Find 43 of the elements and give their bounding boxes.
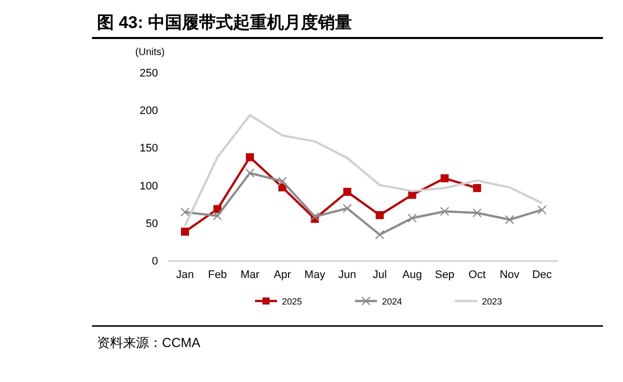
legend-label: 2025 <box>282 296 302 306</box>
point <box>408 214 417 223</box>
point <box>180 208 190 217</box>
y-tick-label: 0 <box>152 256 158 268</box>
x-tick-label: Jan <box>176 268 194 281</box>
point <box>375 230 384 240</box>
y-tick-label: 150 <box>140 142 158 155</box>
point <box>310 212 320 222</box>
y-tick-label: 250 <box>140 68 158 80</box>
legend-label: 2024 <box>382 296 402 306</box>
point <box>212 211 222 220</box>
y-tick-label: 100 <box>140 180 158 192</box>
x-tick-label: Apr <box>274 268 292 281</box>
line-series <box>184 114 544 227</box>
x-tick-label: Jun <box>338 268 356 281</box>
point <box>537 205 547 214</box>
point <box>181 228 189 236</box>
x-tick-label: Jul <box>372 268 387 281</box>
point <box>343 188 352 196</box>
point <box>245 168 255 178</box>
x-tick-label: Dec <box>532 268 552 281</box>
point <box>440 206 450 216</box>
chart-title: 图 43: 中国履带式起重机月度销量 <box>97 13 352 32</box>
point <box>440 174 449 182</box>
point <box>473 184 482 192</box>
y-axis-title: (Units) <box>135 47 165 58</box>
x-tick-label: Aug <box>402 268 422 281</box>
x-tick-label: Feb <box>208 268 227 281</box>
x-tick-label: Nov <box>500 268 520 281</box>
x-tick-label: Mar <box>240 268 260 281</box>
legend-label: 2023 <box>482 296 502 306</box>
x-tick-label: May <box>304 268 326 281</box>
x-tick-label: Sep <box>434 268 454 281</box>
point <box>472 208 482 218</box>
x-tick-label: Oct <box>468 268 486 281</box>
y-tick-label: 50 <box>146 218 158 230</box>
point <box>342 204 352 213</box>
y-tick-label: 200 <box>140 105 158 118</box>
point <box>376 211 384 220</box>
point <box>246 153 254 162</box>
text: 资料来源：CCMA <box>97 335 201 350</box>
point <box>278 176 287 186</box>
point <box>504 215 514 224</box>
